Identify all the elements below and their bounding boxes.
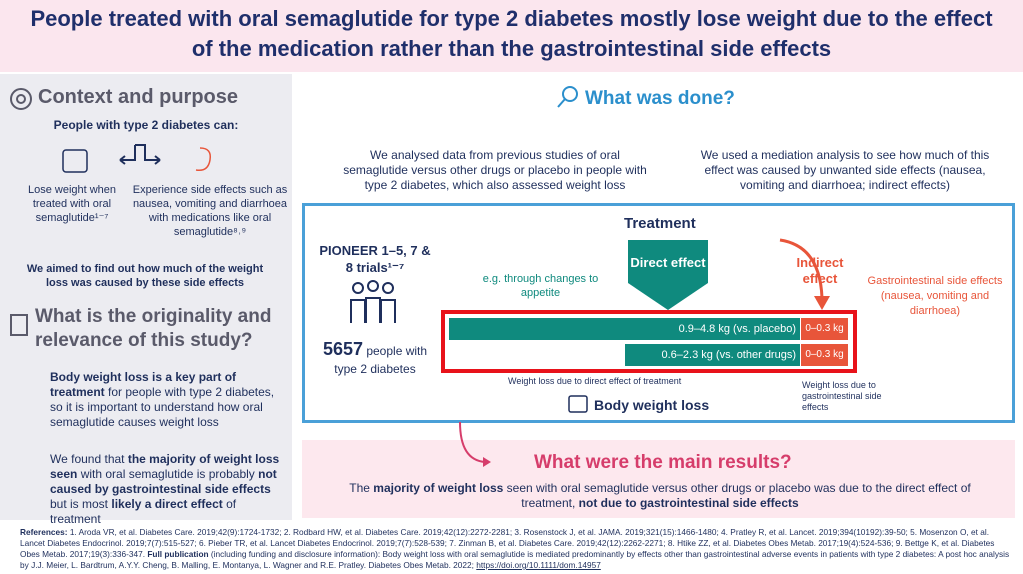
direct-bar: 0.6–2.3 kg (vs. other drugs) xyxy=(625,344,800,366)
people-icon xyxy=(350,280,396,323)
method-step-1: We analysed data from previous studies o… xyxy=(343,148,647,192)
bold-text: Body weight loss is a key part of treatm… xyxy=(50,370,237,399)
methods-heading: What was done? xyxy=(585,88,735,109)
results-text: The majority of weight loss seen with or… xyxy=(330,481,990,511)
bold-text: majority of weight loss xyxy=(373,481,504,495)
text: of treatment xyxy=(50,497,237,526)
indirect-bar: 0–0.3 kg xyxy=(801,344,848,366)
scale-icon xyxy=(568,395,588,413)
search-icon xyxy=(557,86,578,108)
direct-effect: Direct effect xyxy=(630,255,706,270)
text: The xyxy=(349,481,374,495)
indirect-effect: Indirect effect xyxy=(796,255,844,286)
point-2: We found that the majority of weight los… xyxy=(50,452,290,527)
option-side-effects: Experience side effects such as nausea, … xyxy=(132,184,288,238)
context-heading: Context and purpose xyxy=(38,86,239,108)
text: We found that xyxy=(50,452,128,466)
results-arrow xyxy=(459,421,491,467)
participants-number: 5657 xyxy=(322,339,363,359)
text: but is most xyxy=(50,497,112,511)
results-heading: What were the main results? xyxy=(534,452,792,473)
notes-icon xyxy=(10,314,28,336)
option-weight: Lose weight when treated with oral semag… xyxy=(27,184,117,224)
diagram-box xyxy=(302,203,1015,423)
doi-link[interactable]: https://doi.org/10.1111/dom.14957 xyxy=(476,560,601,570)
bold-text: Full publication xyxy=(147,549,209,559)
indirect-bar: 0–0.3 kg xyxy=(801,318,848,340)
participants: 5657 people with type 2 diabetes xyxy=(310,340,440,378)
text: with oral semaglutide is probably xyxy=(77,467,259,481)
trials: PIONEER 1–5, 7 & 8 trials¹⁻⁷ xyxy=(319,243,431,275)
indirect-caption: Weight loss due to gastrointestinal side… xyxy=(802,380,882,412)
originality-heading: What is the originality and relevance of… xyxy=(35,306,272,351)
direct-caption: Weight loss due to direct effect of trea… xyxy=(508,376,682,386)
target-icon xyxy=(10,88,32,110)
point-1: Body weight loss is a key part of treatm… xyxy=(50,370,285,430)
direct-bar: 0.9–4.8 kg (vs. placebo) xyxy=(449,318,800,340)
appetite: e.g. through changes to appetite xyxy=(482,273,599,299)
references: References: 1. Aroda VR, et al. Diabetes… xyxy=(20,527,1015,571)
bold-text: not due to gastrointestinal side effects xyxy=(578,496,799,510)
bold-text: References: xyxy=(20,527,68,537)
effect-arrows xyxy=(628,238,830,310)
treatment: Treatment xyxy=(624,215,696,232)
bold-text: the majority of weight loss seen xyxy=(50,452,280,481)
title: People treated with oral semaglutide for… xyxy=(30,6,993,61)
bold-text: not caused by gastrointestinal side effe… xyxy=(50,467,277,496)
gi-effects: Gastrointestinal side effects (nausea, v… xyxy=(867,275,1003,317)
text: for people with type 2 diabetes, so it i… xyxy=(50,385,275,429)
outcome: Body weight loss xyxy=(594,397,710,413)
header: People treated with oral semaglutide for… xyxy=(0,0,1023,72)
text: (including funding and disclosure inform… xyxy=(20,549,1010,570)
method-step-2: We used a mediation analysis to see how … xyxy=(700,148,990,192)
participants-text: people with type 2 diabetes xyxy=(334,344,428,376)
text: 1. Aroda VR, et al. Diabetes Care. 2019;… xyxy=(20,527,995,559)
text: seen with oral semaglutide versus other … xyxy=(503,481,971,510)
bold-text: likely a direct effect xyxy=(111,497,223,511)
results-box xyxy=(302,440,1015,518)
aim: We aimed to find out how much of the wei… xyxy=(26,263,264,289)
context-icons xyxy=(62,144,212,173)
context-intro: People with type 2 diabetes can: xyxy=(53,118,239,132)
highlight xyxy=(441,310,857,373)
